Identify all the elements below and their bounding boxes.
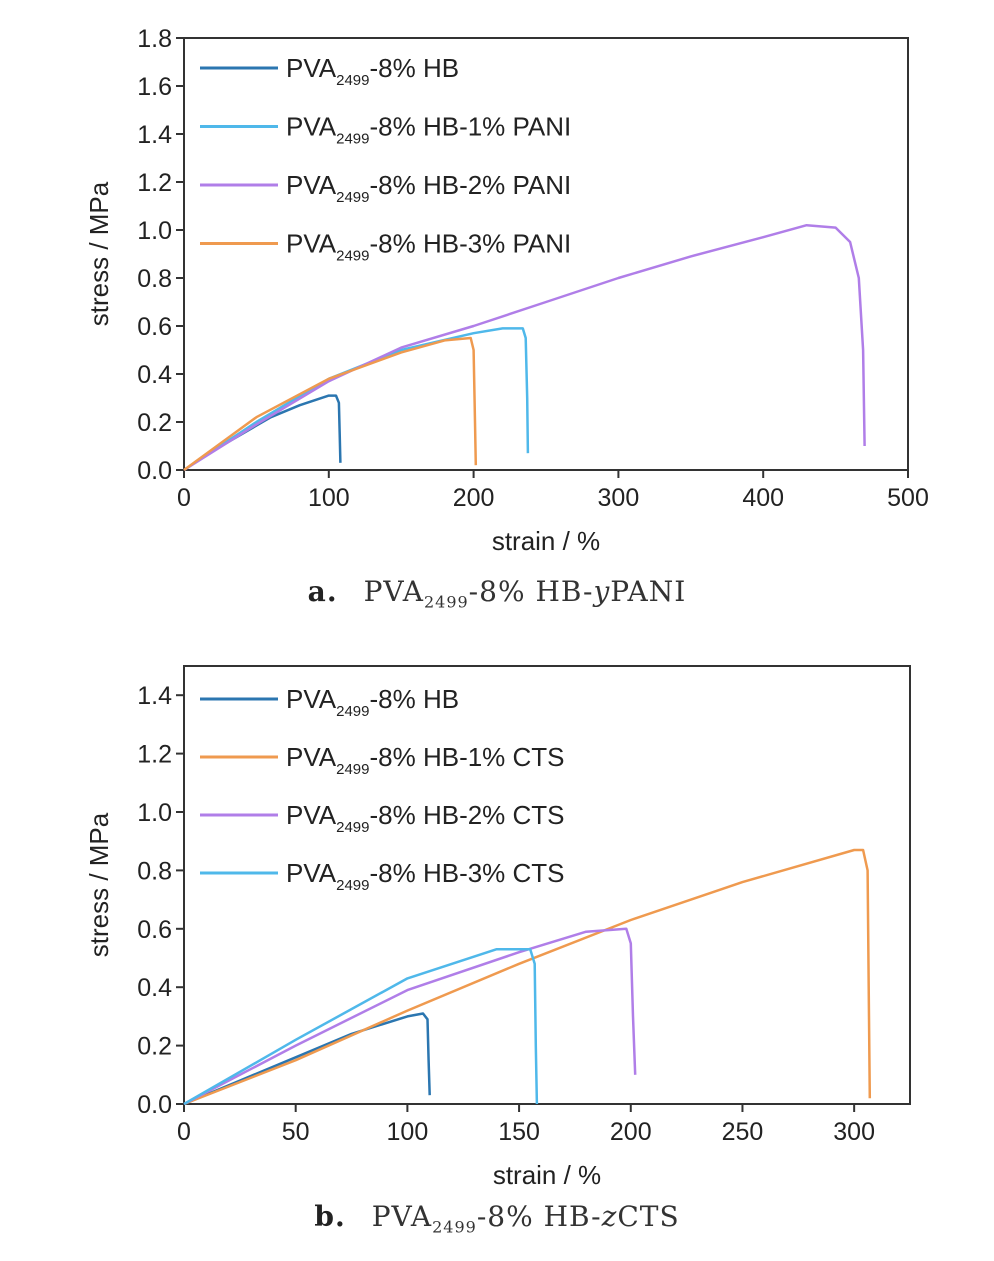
x-tick-label: 400 <box>742 484 784 512</box>
chart-b: 0.0 0.2 0.4 0.6 0.8 1.0 1.2 1.4 0 50 100 150 200 250 3… <box>84 665 911 1190</box>
y-axis-label: stress / MPa <box>84 812 114 957</box>
x-tick-label: 0 <box>177 484 191 512</box>
y-tick-label: 1.4 <box>137 121 172 149</box>
plot-frame <box>183 665 911 1105</box>
caption-var: y <box>593 575 611 608</box>
y-tick-label: 1.8 <box>137 25 172 53</box>
x-tick-label: 500 <box>887 484 929 512</box>
y-tick-label: 0.0 <box>137 1091 172 1119</box>
legend-entry: PVA2499-8% HB-3% PANI <box>286 229 571 265</box>
series-line <box>183 927 637 1106</box>
y-tick-label: 0.2 <box>137 409 172 437</box>
x-tick-label: 150 <box>498 1118 540 1146</box>
caption-tag: a. <box>307 575 338 608</box>
caption-prefix: PVA <box>363 575 424 608</box>
caption-prefix: PVA <box>371 1200 433 1233</box>
legend-entry: PVA2499-8% HB-2% PANI <box>286 170 571 206</box>
y-tick-label: 0.4 <box>137 974 172 1002</box>
series-line <box>183 947 539 1106</box>
caption-tag: b. <box>314 1200 346 1233</box>
y-tick-label: 0.6 <box>137 916 172 944</box>
x-tick-label: 100 <box>308 484 350 512</box>
y-tick-label: 1.4 <box>137 682 172 710</box>
legend-entry: PVA2499-8% HB-1% CTS <box>286 742 565 778</box>
legend-entry: PVA2499-8% HB <box>286 53 459 89</box>
x-tick-label: 300 <box>833 1118 875 1146</box>
x-tick-label: 200 <box>453 484 495 512</box>
y-axis-label: stress / MPa <box>84 181 114 326</box>
caption-sub: 2499 <box>423 592 469 612</box>
y-tick-label: 1.0 <box>137 799 172 827</box>
y-tick-label: 1.0 <box>137 217 172 245</box>
caption-sub: 2499 <box>432 1217 477 1237</box>
y-tick-label: 1.2 <box>137 169 172 197</box>
y-tick-label: 0.2 <box>137 1033 172 1061</box>
series-line <box>183 327 530 472</box>
series-line <box>183 336 478 472</box>
caption-var: z <box>601 1200 618 1233</box>
y-tick-label: 0.0 <box>137 457 172 485</box>
y-tick-label: 1.6 <box>137 73 172 101</box>
x-tick-label: 250 <box>722 1118 764 1146</box>
caption-mid: -8% HB- <box>468 575 594 608</box>
series-line <box>183 394 342 472</box>
caption-suffix: PANI <box>610 575 687 608</box>
caption-suffix: CTS <box>617 1200 680 1233</box>
chart-panel-a: 0.0 0.2 0.4 0.6 0.8 1.0 1.2 1.4 1.6 1.8 0 100 200 300… <box>0 0 994 630</box>
caption-mid: -8% HB- <box>476 1200 602 1233</box>
y-tick-label: 1.2 <box>137 741 172 769</box>
x-tick-label: 100 <box>387 1118 429 1146</box>
legend-entry: PVA2499-8% HB-3% CTS <box>286 858 565 894</box>
x-tick-label: 0 <box>177 1118 191 1146</box>
series-line <box>183 848 872 1106</box>
x-tick-label: 200 <box>610 1118 652 1146</box>
legend-entry: PVA2499-8% HB-2% CTS <box>286 800 565 836</box>
plot-frame <box>183 37 909 471</box>
caption-b: b. PVA2499-8% HB-zCTS <box>0 1200 994 1237</box>
x-tick-label: 50 <box>282 1118 310 1146</box>
legend-entry: PVA2499-8% HB <box>286 684 459 720</box>
series-line <box>183 223 866 472</box>
chart-panel-b: 0.0 0.2 0.4 0.6 0.8 1.0 1.2 1.4 0 50 100 150 200 250 3… <box>0 630 994 1261</box>
y-tick-label: 0.6 <box>137 313 172 341</box>
x-axis-label: strain / % <box>493 1160 601 1190</box>
y-tick-label: 0.8 <box>137 857 172 885</box>
y-tick-label: 0.8 <box>137 265 172 293</box>
x-axis-label: strain / % <box>492 526 600 556</box>
series-line <box>183 1012 431 1106</box>
chart-a: 0.0 0.2 0.4 0.6 0.8 1.0 1.2 1.4 1.6 1.8 0 100 200 300… <box>84 25 929 556</box>
x-tick-label: 300 <box>598 484 640 512</box>
legend-entry: PVA2499-8% HB-1% PANI <box>286 112 571 148</box>
y-tick-label: 0.4 <box>137 361 172 389</box>
caption-a: a. PVA2499-8% HB-yPANI <box>0 575 994 612</box>
